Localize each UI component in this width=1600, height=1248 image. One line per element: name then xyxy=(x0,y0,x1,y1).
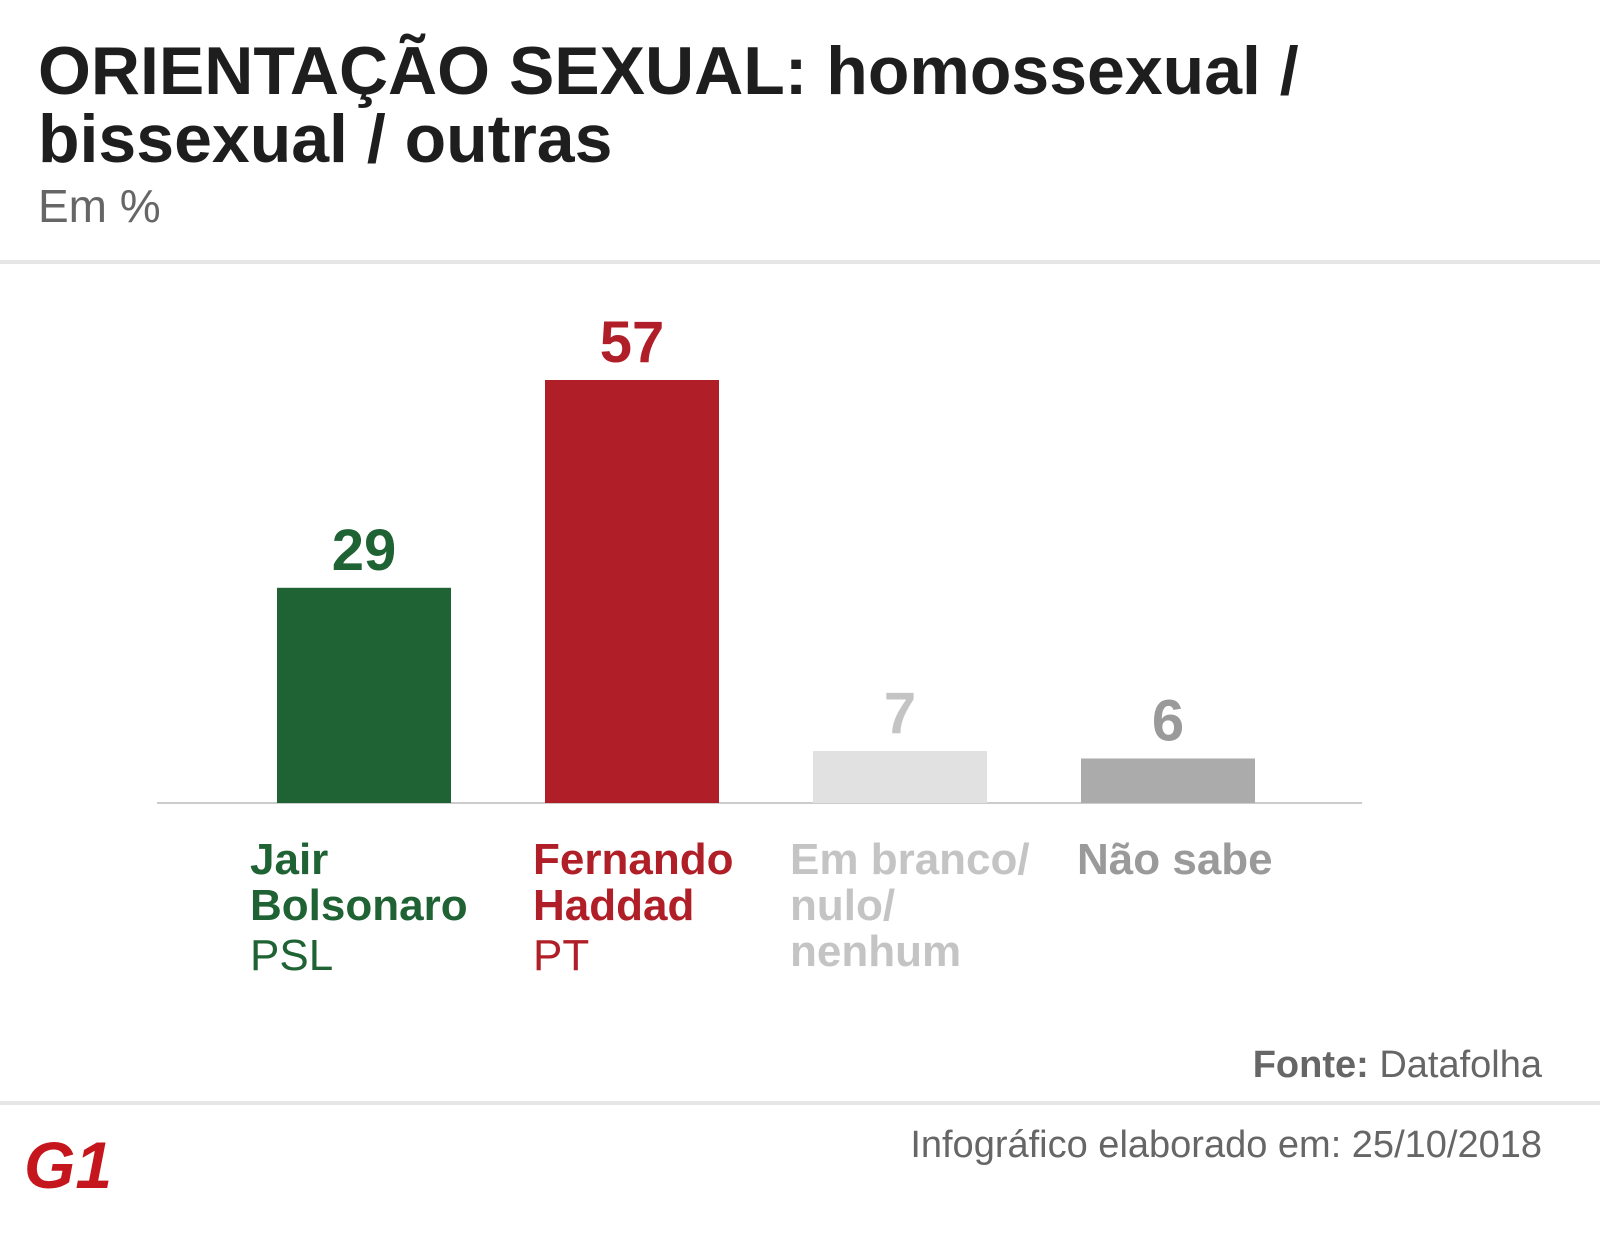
value-label: 7 xyxy=(884,681,916,746)
bar xyxy=(1081,758,1255,803)
bar xyxy=(813,751,987,803)
note: Infográfico elaborado em: 25/10/2018 xyxy=(910,1124,1542,1166)
category-label: Fernando xyxy=(533,835,733,884)
category-label: nenhum xyxy=(790,927,961,976)
logo: G1 xyxy=(24,1128,112,1202)
source-label: Fonte: xyxy=(1253,1044,1369,1086)
chart-title: ORIENTAÇÃO SEXUAL: homossexual / xyxy=(38,33,1299,109)
bar xyxy=(545,380,719,803)
bar xyxy=(277,587,451,803)
category-label: Jair xyxy=(250,835,328,884)
value-label: 29 xyxy=(332,518,397,583)
category-label: Bolsonaro xyxy=(250,881,468,930)
category-label: Em branco/ xyxy=(790,835,1030,884)
chart-title: bissexual / outras xyxy=(38,101,612,177)
value-label: 6 xyxy=(1152,688,1184,753)
divider xyxy=(0,1101,1600,1105)
party-label: PSL xyxy=(250,931,333,980)
chart-subtitle: Em % xyxy=(38,180,161,232)
category-label: Haddad xyxy=(533,881,694,930)
value-label: 57 xyxy=(600,310,665,375)
party-label: PT xyxy=(533,931,589,980)
source: Fonte: Datafolha xyxy=(1253,1044,1543,1086)
category-label: nulo/ xyxy=(790,881,895,930)
category-label: Não sabe xyxy=(1077,835,1273,884)
divider xyxy=(0,260,1600,264)
source-name: Datafolha xyxy=(1379,1044,1543,1086)
